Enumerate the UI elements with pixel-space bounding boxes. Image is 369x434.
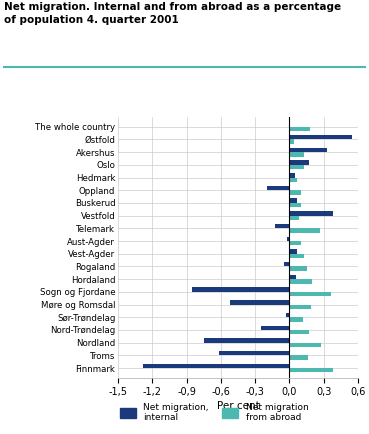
Bar bbox=[289, 368, 333, 372]
Bar bbox=[143, 364, 289, 368]
Bar bbox=[266, 186, 289, 190]
Bar bbox=[289, 211, 333, 216]
Bar bbox=[289, 330, 309, 334]
Bar bbox=[289, 203, 301, 207]
Bar bbox=[287, 237, 289, 241]
Bar bbox=[289, 139, 294, 144]
Bar bbox=[230, 300, 289, 305]
X-axis label: Per cent: Per cent bbox=[217, 401, 259, 411]
Text: Net migration. Internal and from abroad as a percentage
of population 4. quarter: Net migration. Internal and from abroad … bbox=[4, 2, 341, 25]
Bar bbox=[284, 262, 289, 266]
Bar bbox=[289, 161, 309, 165]
Bar bbox=[289, 355, 308, 360]
Bar bbox=[289, 305, 311, 309]
Bar bbox=[289, 228, 320, 233]
Bar bbox=[289, 292, 331, 296]
Bar bbox=[289, 198, 297, 203]
Bar bbox=[289, 275, 296, 279]
Bar bbox=[289, 135, 352, 139]
Legend: Net migration,
internal, Net migration
from abroad: Net migration, internal, Net migration f… bbox=[117, 400, 311, 425]
Bar bbox=[289, 317, 303, 322]
Bar bbox=[289, 148, 327, 152]
Bar bbox=[289, 266, 307, 271]
Bar bbox=[289, 152, 304, 157]
Bar bbox=[192, 287, 289, 292]
Bar bbox=[289, 216, 299, 220]
Bar bbox=[289, 190, 301, 195]
Bar bbox=[289, 165, 304, 169]
Bar bbox=[286, 313, 289, 317]
Bar bbox=[261, 326, 289, 330]
Bar bbox=[218, 351, 289, 355]
Bar bbox=[289, 343, 321, 347]
Bar bbox=[289, 254, 304, 258]
Bar bbox=[289, 249, 297, 254]
Bar bbox=[289, 173, 295, 178]
Bar bbox=[289, 279, 312, 283]
Bar bbox=[289, 241, 301, 246]
Bar bbox=[204, 338, 289, 343]
Bar bbox=[289, 127, 310, 131]
Bar bbox=[275, 224, 289, 228]
Bar bbox=[289, 178, 297, 182]
